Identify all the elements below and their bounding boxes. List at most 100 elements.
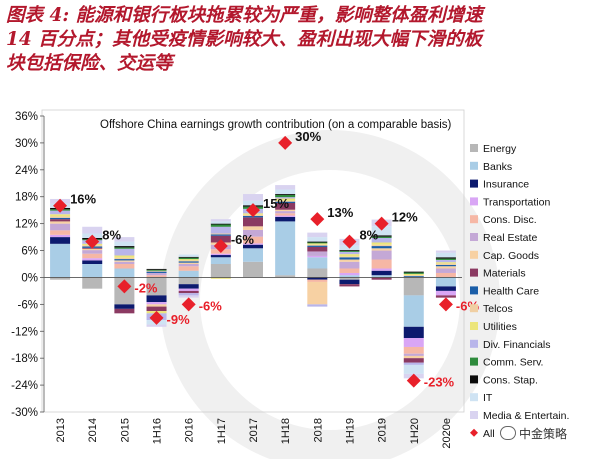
bar-segment <box>243 261 263 278</box>
y-tick-label: 12% <box>15 219 38 231</box>
bar-segment <box>371 250 392 260</box>
bar-segment <box>275 194 296 195</box>
all-data-label: -9% <box>167 312 191 327</box>
plot-frame <box>41 109 465 413</box>
all-marker <box>53 198 68 213</box>
legend-label: All <box>483 428 495 440</box>
legend-swatch <box>470 322 478 330</box>
legend-swatch <box>470 144 478 152</box>
all-data-label: -6% <box>199 298 223 313</box>
bar-segment <box>178 277 199 285</box>
wechat-icon <box>500 426 516 440</box>
wechat-watermark: 中金策略 <box>500 425 567 442</box>
bar-segment <box>435 252 456 258</box>
legend-label: Media & Entertain. <box>483 410 569 422</box>
bar-segment <box>403 295 424 327</box>
bar-segment <box>243 236 263 244</box>
bar-segment <box>178 284 199 289</box>
bar-segment <box>50 217 71 220</box>
bar-segment <box>339 257 360 260</box>
bar-segment <box>82 258 103 261</box>
bar-segment <box>114 246 135 248</box>
bar-segment <box>403 362 424 365</box>
legend-swatch <box>470 250 478 259</box>
bar-segment <box>82 248 103 251</box>
legend-label: Utilities <box>483 321 517 333</box>
bar-segment <box>275 185 296 190</box>
x-tick-label: 1H16 <box>152 418 164 444</box>
bar-segment <box>435 266 456 269</box>
bar-segment <box>275 209 296 212</box>
bar-segment <box>403 355 424 359</box>
bar-segment <box>435 264 456 267</box>
bar-segment <box>435 268 456 273</box>
legend-swatch <box>470 286 478 295</box>
bar-segment <box>114 241 135 247</box>
all-marker <box>117 279 132 294</box>
bar-segment <box>210 234 231 236</box>
all-marker <box>246 203 260 218</box>
bar-segment <box>82 226 103 234</box>
bar-segment <box>371 237 392 243</box>
bar-segment <box>339 261 360 269</box>
bar-segment <box>114 264 135 269</box>
bar-segment <box>371 226 392 236</box>
legend-label: Materials <box>483 268 526 280</box>
legend-label: Div. Financials <box>483 339 551 351</box>
bar-segment <box>50 237 71 244</box>
bar-segment <box>178 254 199 257</box>
heading-line-3: 块包括保险、交运等 <box>6 53 173 74</box>
bar-segment <box>146 304 167 307</box>
all-marker <box>85 234 100 249</box>
bar-segment <box>243 226 263 230</box>
bar-segment <box>114 257 135 260</box>
all-data-label: -2% <box>134 280 158 295</box>
y-tick-label: 30% <box>15 138 38 150</box>
bar-segment <box>371 268 392 271</box>
legend-swatch <box>470 339 478 348</box>
bar-segment <box>210 257 231 264</box>
bar-segment <box>307 241 328 243</box>
bar-segment <box>371 236 392 238</box>
all-data-label: 13% <box>327 205 353 220</box>
y-axis: 36% 30% 24% 18% 12% 6% 0% -6% -12% -18% -24% -30% <box>11 111 45 419</box>
bar-segment <box>403 277 424 296</box>
legend-swatch <box>470 375 478 384</box>
bar-segment <box>178 295 199 298</box>
bar-segment <box>210 219 231 222</box>
bar-segment <box>146 272 167 276</box>
all-marker <box>406 373 421 388</box>
bar-segment <box>210 253 231 256</box>
heading-line-1: 图表 4: 能源和银行板块拖累较为严重，影响整体盈利增速 <box>6 5 483 26</box>
legend-swatch <box>470 215 478 224</box>
legend-swatch <box>470 393 478 402</box>
chart-heading: 图表 4: 能源和银行板块拖累较为严重，影响整体盈利增速 14 百分点；其他受疫… <box>6 4 596 76</box>
bar-segment <box>82 250 103 254</box>
bar-segment <box>307 277 328 280</box>
all-marker <box>374 216 389 231</box>
bar-segment <box>114 304 135 309</box>
bar-segment <box>114 308 135 314</box>
bar-segment <box>275 215 296 217</box>
legend-label: Banks <box>483 161 512 173</box>
all-marker <box>181 297 196 312</box>
bar-segment <box>114 261 135 264</box>
bar-segment <box>210 264 231 278</box>
bar-segment <box>339 279 360 285</box>
bar-segment <box>371 270 392 276</box>
all-marker <box>438 297 453 312</box>
bar-segment <box>243 243 263 245</box>
bar-segment <box>210 226 231 234</box>
y-tick-label: -18% <box>11 353 38 365</box>
all-marker <box>213 239 228 254</box>
bar-segment <box>50 214 71 217</box>
legend: Energy Banks Insurance Transportation Cons. … <box>470 143 569 440</box>
bar-segment <box>178 270 199 278</box>
bar-segment <box>275 201 296 204</box>
bar-segment <box>403 273 424 276</box>
bar-segment <box>403 276 424 278</box>
bar-segment <box>243 248 263 262</box>
bar-segment <box>243 244 263 249</box>
x-axis: 2013 2014 2015 1H16 2016 1H17 2017 1H18 2018 1H19… <box>44 277 462 449</box>
bar-segment <box>403 338 424 347</box>
